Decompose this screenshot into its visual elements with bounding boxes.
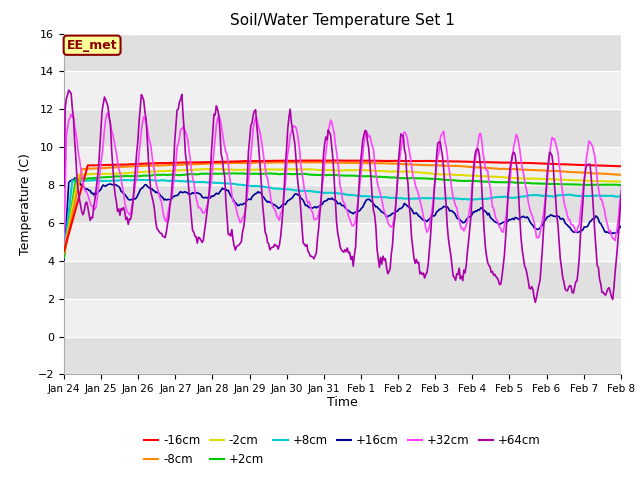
Line: -2cm: -2cm [64, 169, 640, 256]
+64cm [383, 264, 390, 270]
Line: +2cm: +2cm [64, 173, 640, 258]
+2cm [383, 174, 390, 180]
-8cm [344, 160, 351, 166]
+8cm [344, 192, 351, 198]
Bar [64, 223, 621, 261]
-16cm [548, 161, 556, 167]
-16cm [383, 158, 390, 164]
-8cm [415, 162, 422, 168]
+8cm [383, 194, 390, 200]
+64cm [65, 87, 72, 93]
Bar [64, 185, 621, 223]
-2cm [208, 166, 216, 172]
+32cm [548, 134, 556, 140]
+64cm [347, 256, 355, 262]
Title: Soil/Water Temperature Set 1: Soil/Water Temperature Set 1 [230, 13, 455, 28]
Bar [64, 34, 621, 72]
+16cm [60, 257, 68, 263]
+2cm [548, 181, 556, 187]
Bar [64, 72, 621, 109]
+16cm [548, 213, 556, 218]
+32cm [347, 219, 355, 225]
+2cm [344, 173, 351, 179]
+2cm [60, 255, 68, 261]
+16cm [71, 175, 79, 181]
+64cm [344, 245, 351, 251]
+32cm [344, 207, 351, 213]
Line: -16cm: -16cm [64, 160, 640, 251]
-16cm [60, 248, 68, 254]
-2cm [548, 176, 556, 182]
Bar [64, 336, 621, 374]
Legend: -16cm, -8cm, -2cm, +2cm, +8cm, +16cm, +32cm, +64cm: -16cm, -8cm, -2cm, +2cm, +8cm, +16cm, +3… [140, 430, 545, 471]
Bar [64, 109, 621, 147]
Line: +32cm: +32cm [64, 113, 640, 242]
-2cm [347, 167, 355, 173]
+8cm [347, 192, 355, 198]
-2cm [60, 250, 68, 255]
+64cm [60, 184, 68, 190]
+8cm [548, 193, 556, 199]
-16cm [344, 158, 351, 164]
Line: +16cm: +16cm [64, 178, 640, 269]
+64cm [548, 153, 556, 158]
+16cm [347, 209, 355, 215]
-8cm [548, 168, 556, 174]
+32cm [383, 213, 390, 219]
-2cm [415, 169, 422, 175]
+32cm [415, 192, 422, 198]
Line: +8cm: +8cm [64, 180, 640, 263]
-16cm [415, 158, 422, 164]
Bar [64, 261, 621, 299]
+16cm [344, 207, 351, 213]
-8cm [347, 160, 355, 166]
Text: EE_met: EE_met [67, 39, 117, 52]
+2cm [415, 176, 422, 181]
Bar [64, 147, 621, 185]
+16cm [383, 215, 390, 220]
-8cm [301, 159, 308, 165]
+32cm [104, 110, 112, 116]
-16cm [333, 157, 340, 163]
+8cm [132, 177, 140, 182]
-2cm [383, 168, 390, 174]
-8cm [383, 160, 390, 166]
Line: -8cm: -8cm [64, 162, 640, 253]
-16cm [347, 158, 355, 164]
+2cm [232, 170, 239, 176]
Y-axis label: Temperature (C): Temperature (C) [19, 153, 32, 255]
Line: +64cm: +64cm [64, 90, 640, 316]
+16cm [415, 213, 422, 219]
+8cm [60, 251, 68, 256]
X-axis label: Time: Time [327, 396, 358, 408]
-8cm [60, 251, 68, 256]
-2cm [344, 167, 351, 173]
Bar [64, 299, 621, 336]
+64cm [415, 259, 422, 265]
+32cm [60, 239, 68, 245]
+2cm [347, 173, 355, 179]
+8cm [415, 195, 422, 201]
